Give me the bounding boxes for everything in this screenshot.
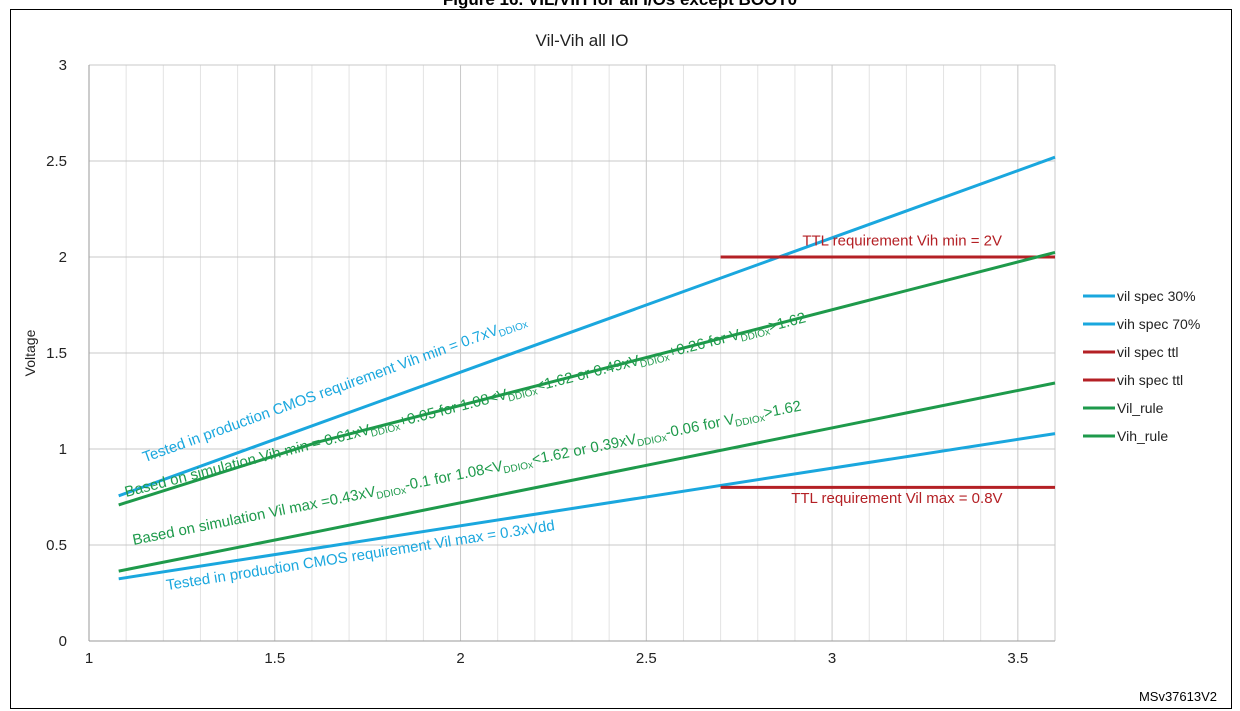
annotation-text-run: >1.62: [767, 309, 808, 335]
series-line-vih-rule: [118, 250, 1056, 507]
annotation-text-run: -0.06 for V: [664, 411, 736, 441]
annotation-subscript: DDIOx: [636, 433, 668, 450]
annotation-subscript: DDIOx: [375, 485, 407, 502]
y-tick-label: 0.5: [46, 537, 67, 554]
x-tick-label: 2: [456, 650, 464, 667]
series-line-vih-spec-70-: [118, 155, 1056, 498]
annotation-subscript: DDIOx: [740, 327, 772, 345]
x-tick-label: 1.5: [264, 650, 285, 667]
annotation-ttl-vil: TTL requirement Vil max = 0.8V: [791, 490, 1002, 507]
annotation-text-run: +0.26 for V: [666, 326, 742, 361]
chart-frame: 1 1.5 2 2.5 3 3.5 0 0.5 1 1.5 2 2.5 3 Vil-Vih all IO V…: [10, 9, 1232, 709]
x-tick-label: 2.5: [636, 650, 657, 667]
figure-header: Figure 16. VIL/VIH for all I/Os except B…: [0, 0, 1240, 9]
y-tick-label: 1.5: [46, 345, 67, 362]
annotation-ttl-vih: TTL requirement Vih min = 2V: [802, 232, 1002, 249]
annotation-subscript: DDIOx: [503, 460, 535, 477]
annotation-subscript: DDIOx: [498, 319, 530, 340]
annotation-text-run: -0.1 for 1.08<V: [403, 458, 504, 494]
legend-label: vil spec 30%: [1117, 288, 1196, 304]
annotation-text-run: Based on simulation Vih min = 0.61xV: [123, 421, 372, 500]
figure-header-text: Figure 16. VIL/VIH for all I/Os except B…: [0, 0, 1240, 9]
x-tick-label: 1: [85, 650, 93, 667]
y-axis-label: Voltage: [22, 329, 38, 376]
x-tick-label: 3.5: [1007, 650, 1028, 667]
y-tick-label: 0: [59, 633, 67, 650]
y-tick-label: 3: [59, 57, 67, 74]
annotation-text-run: <1.62 or 0.49xV: [534, 352, 641, 395]
annotation-text-run: >1.62: [762, 398, 803, 422]
legend-label: Vil_rule: [1117, 400, 1164, 416]
annotation-subscript: DDIOx: [734, 413, 766, 430]
legend-label: vih spec ttl: [1117, 372, 1183, 388]
y-tick-label: 2.5: [46, 153, 67, 170]
series-line-vil-spec-30-: [118, 432, 1056, 581]
annotation-text-run: +0.05 for 1.08<V: [397, 386, 509, 430]
annotation-text-run: TTL requirement Vih min = 2V: [802, 232, 1002, 249]
annotation-text-run: TTL requirement Vil max = 0.8V: [791, 490, 1002, 507]
x-tick-label: 3: [828, 650, 836, 667]
chart-title: Vil-Vih all IO: [536, 31, 629, 50]
annotation-text-run: <1.62 or 0.39xV: [530, 431, 638, 469]
y-tick-label: 1: [59, 441, 67, 458]
annotation-text-run: Based on simulation Vil max =0.43xV: [131, 483, 377, 549]
legend-label: vil spec ttl: [1117, 344, 1178, 360]
annotation-subscript: DDIOx: [507, 386, 539, 404]
chart-svg: 1 1.5 2 2.5 3 3.5 0 0.5 1 1.5 2 2.5 3 Vil-Vih all IO V…: [22, 31, 1200, 667]
series-line-vil-rule: [118, 381, 1056, 573]
annotation-subscript: DDIOx: [370, 422, 402, 440]
annotation-subscript: DDIOx: [639, 352, 671, 370]
figure-id: MSv37613V2: [1138, 689, 1217, 704]
legend-label: Vih_rule: [1117, 428, 1168, 444]
legend-label: vih spec 70%: [1117, 316, 1200, 332]
y-tick-label: 2: [59, 249, 67, 266]
